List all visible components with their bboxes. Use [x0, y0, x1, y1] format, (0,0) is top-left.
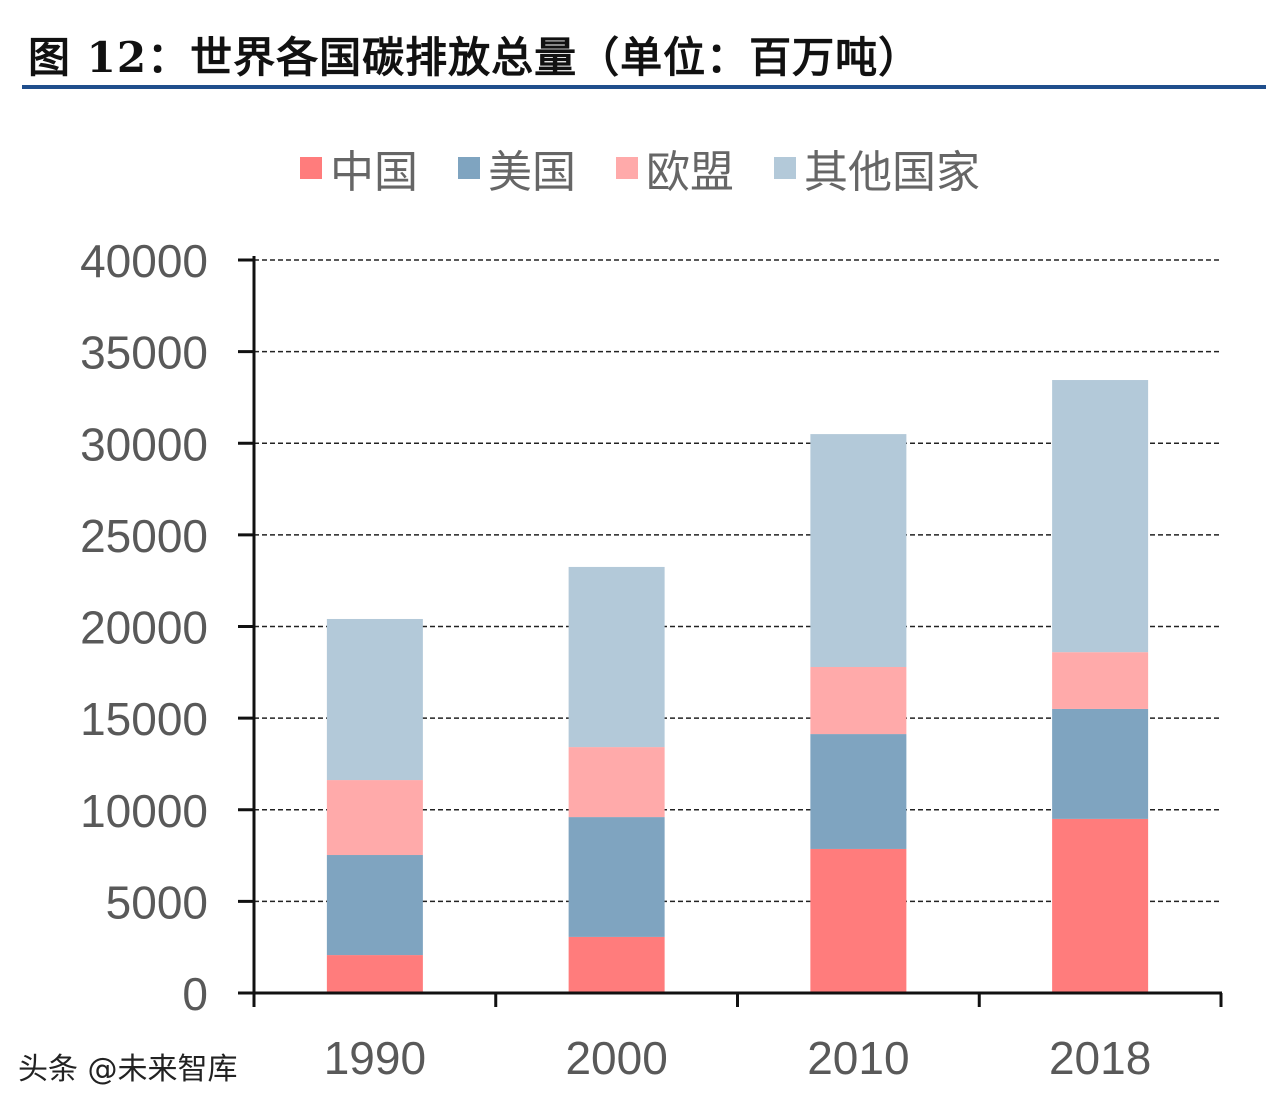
bar-segment [326, 855, 423, 956]
legend-item: 美国 [458, 136, 576, 200]
y-tick-label: 20000 [80, 602, 208, 654]
bar-segment [810, 848, 907, 993]
legend-swatch [774, 157, 796, 179]
legend-swatch [300, 157, 322, 179]
x-tick-label: 2000 [565, 1032, 667, 1084]
bar-segment [326, 780, 423, 856]
y-tick-label: 40000 [80, 235, 208, 287]
legend-label: 其他国家 [804, 147, 980, 198]
bar-segment [568, 817, 665, 937]
chart-title: 图 12：世界各国碳排放总量（单位：百万吨） [28, 33, 922, 82]
title-rule [22, 85, 1266, 89]
legend-item: 欧盟 [616, 136, 734, 200]
y-tick-label: 35000 [80, 327, 208, 379]
legend-label: 欧盟 [646, 147, 734, 198]
legend-label: 中国 [330, 147, 418, 198]
legend-swatch [458, 157, 480, 179]
bar-segment [810, 734, 907, 849]
legend-item: 其他国家 [774, 136, 980, 200]
legend-label: 美国 [488, 147, 576, 198]
bar-segment [568, 747, 665, 818]
y-tick-label: 5000 [106, 876, 208, 928]
y-tick-label: 0 [182, 968, 208, 1020]
x-tick-label: 1990 [324, 1032, 426, 1084]
legend-swatch [616, 157, 638, 179]
legend: 中国 美国 欧盟 其他国家 [300, 136, 980, 200]
y-tick-label: 25000 [80, 510, 208, 562]
bar-segment [326, 955, 423, 993]
bar-segment [810, 434, 907, 667]
y-tick-label: 30000 [80, 418, 208, 470]
bar-segment [568, 936, 665, 993]
bar-segment [1052, 708, 1149, 819]
bar-segment [810, 666, 907, 735]
y-tick-label: 15000 [80, 693, 208, 745]
bar-segment [1052, 380, 1149, 653]
bar-segment [568, 566, 665, 748]
bar-segment [326, 618, 423, 781]
legend-item: 中国 [300, 136, 418, 200]
x-tick-label: 2018 [1049, 1032, 1151, 1084]
y-tick-label: 10000 [80, 785, 208, 837]
watermark: 头条 @未来智库 [18, 1052, 238, 1087]
bar-segment [1052, 652, 1149, 709]
bar-segment [1052, 818, 1149, 993]
x-tick-label: 2010 [807, 1032, 909, 1084]
